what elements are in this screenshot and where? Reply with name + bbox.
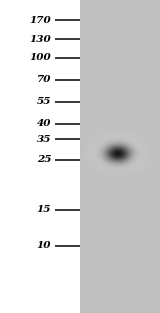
Text: 25: 25	[37, 155, 51, 164]
Text: 70: 70	[37, 75, 51, 84]
Text: 10: 10	[37, 241, 51, 250]
Text: 15: 15	[37, 205, 51, 214]
Text: 55: 55	[37, 97, 51, 106]
Text: 170: 170	[29, 16, 51, 25]
Text: 100: 100	[29, 54, 51, 62]
Bar	[80, 0, 160, 313]
Text: 35: 35	[37, 135, 51, 144]
Text: 40: 40	[37, 119, 51, 128]
Bar	[0, 0, 80, 313]
Text: 130: 130	[29, 35, 51, 44]
